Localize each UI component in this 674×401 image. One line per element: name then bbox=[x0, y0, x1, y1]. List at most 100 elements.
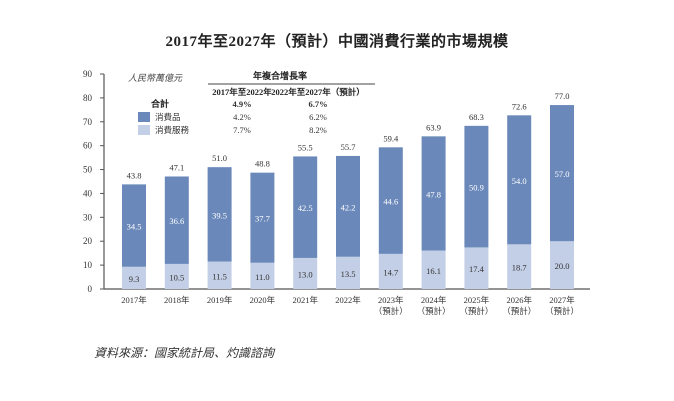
data-label-services: 9.3 bbox=[129, 274, 140, 284]
data-label-total: 47.1 bbox=[169, 162, 184, 172]
y-tick-label: 70 bbox=[83, 117, 93, 127]
data-label-total: 43.8 bbox=[127, 170, 142, 180]
x-tick-label: 2026年 bbox=[506, 295, 532, 305]
bar-segment-services bbox=[250, 262, 275, 289]
y-tick-label: 30 bbox=[83, 212, 93, 222]
cagr-column-header: 2022年至2027年（預計） bbox=[271, 87, 365, 97]
bar-segment-services bbox=[293, 257, 318, 289]
data-label-total: 55.7 bbox=[341, 142, 356, 152]
data-label-goods: 50.9 bbox=[469, 183, 484, 193]
bar-segment-services bbox=[421, 250, 446, 289]
cagr-value: 6.7% bbox=[308, 99, 327, 109]
bar-segment-services bbox=[378, 253, 403, 289]
y-tick-label: 10 bbox=[83, 260, 93, 270]
bar-segment-goods bbox=[464, 125, 489, 248]
data-label-goods: 37.7 bbox=[255, 214, 270, 224]
bar-segment-goods bbox=[421, 136, 446, 251]
bar-segment-goods bbox=[336, 155, 360, 257]
data-label-goods: 42.5 bbox=[298, 203, 313, 213]
source-note: 資料來源：國家統計局、灼識諮詢 bbox=[94, 346, 275, 360]
data-label-goods: 34.5 bbox=[127, 222, 142, 232]
bar-segment-goods bbox=[550, 105, 574, 242]
x-tick-label: 2021年 bbox=[292, 295, 318, 305]
cagr-value: 8.2% bbox=[309, 125, 327, 135]
data-label-goods: 36.6 bbox=[169, 216, 184, 226]
y-tick-label: 80 bbox=[83, 93, 93, 103]
data-label-total: 77.0 bbox=[555, 91, 570, 101]
legend-label-total: 合計 bbox=[151, 98, 169, 109]
x-tick-note: （預計） bbox=[545, 306, 579, 316]
legend-swatch bbox=[138, 125, 150, 135]
y-axis-unit-label: 人民幣萬億元 bbox=[128, 73, 183, 83]
cagr-column-header: 2017年至2022年 bbox=[212, 87, 272, 97]
data-label-services: 18.7 bbox=[512, 263, 527, 273]
data-label-services: 11.0 bbox=[255, 272, 270, 282]
data-label-services: 10.5 bbox=[169, 272, 184, 282]
x-tick-label: 2023年 bbox=[378, 295, 404, 305]
bar-segment-goods bbox=[293, 156, 318, 258]
bar-segment-services bbox=[122, 266, 146, 289]
data-label-goods: 42.2 bbox=[341, 202, 356, 212]
cagr-value: 6.2% bbox=[309, 112, 327, 122]
data-label-goods: 44.6 bbox=[383, 197, 398, 207]
x-tick-label: 2018年 bbox=[164, 295, 190, 305]
cagr-value: 7.7% bbox=[233, 125, 251, 135]
y-tick-label: 0 bbox=[88, 284, 93, 294]
bar-segment-services bbox=[507, 244, 532, 289]
y-tick-label: 40 bbox=[83, 188, 93, 198]
legend-label: 消費品 bbox=[155, 112, 181, 122]
x-tick-label: 2022年 bbox=[335, 295, 361, 305]
data-label-total: 51.0 bbox=[212, 153, 227, 163]
legend-swatch bbox=[138, 112, 150, 122]
x-tick-label: 2020年 bbox=[250, 295, 276, 305]
bar-segment-services bbox=[207, 261, 232, 289]
data-label-total: 72.6 bbox=[512, 101, 527, 111]
data-label-total: 68.3 bbox=[469, 112, 484, 122]
data-label-services: 16.1 bbox=[426, 266, 441, 276]
x-tick-label: 2024年 bbox=[421, 295, 447, 305]
data-label-goods: 39.5 bbox=[212, 210, 227, 220]
x-tick-note: （預計） bbox=[459, 306, 493, 316]
x-tick-label: 2019年 bbox=[207, 295, 233, 305]
bars: 9.3 34.5 43.8 2017年 10.5 36.6 47.1 2018年 11.5 39.… bbox=[121, 91, 579, 316]
bar-segment-goods bbox=[250, 172, 275, 263]
data-label-services: 11.5 bbox=[212, 271, 227, 281]
data-label-goods: 47.8 bbox=[426, 189, 441, 199]
bar-segment-services bbox=[164, 263, 189, 289]
bar-segment-goods bbox=[207, 167, 232, 262]
legend-label: 消費服務 bbox=[155, 125, 190, 135]
x-tick-note: （預計） bbox=[417, 306, 451, 316]
cagr-value: 4.9% bbox=[232, 99, 251, 109]
data-label-goods: 54.0 bbox=[512, 176, 527, 186]
cagr-header: 年複合增長率 bbox=[253, 70, 307, 81]
cagr-value: 4.2% bbox=[233, 112, 251, 122]
data-label-services: 13.0 bbox=[298, 269, 313, 279]
data-label-services: 13.5 bbox=[341, 269, 356, 279]
data-label-services: 14.7 bbox=[383, 267, 398, 277]
data-label-total: 59.4 bbox=[383, 133, 399, 143]
bar-segment-goods bbox=[122, 184, 146, 267]
data-label-total: 55.5 bbox=[298, 142, 313, 152]
data-label-total: 63.9 bbox=[426, 122, 441, 132]
legend: 年複合增長率 2017年至2022年 2022年至2027年（預計） 合計 4.9% 6.… bbox=[138, 70, 375, 135]
bar-segment-goods bbox=[378, 147, 403, 254]
data-label-services: 17.4 bbox=[469, 264, 485, 274]
data-label-total: 48.8 bbox=[255, 159, 270, 169]
x-tick-label: 2017年 bbox=[121, 295, 147, 305]
y-tick-label: 90 bbox=[83, 69, 93, 79]
bar-segment-services bbox=[464, 247, 489, 289]
bar-segment-services bbox=[336, 256, 360, 289]
x-tick-note: （預計） bbox=[374, 306, 408, 316]
x-tick-label: 2025年 bbox=[464, 295, 490, 305]
bar-segment-services bbox=[550, 241, 574, 289]
data-label-goods: 57.0 bbox=[555, 169, 570, 179]
y-tick-label: 60 bbox=[83, 141, 93, 151]
bar-segment-goods bbox=[507, 115, 532, 245]
bar-segment-goods bbox=[164, 176, 189, 264]
chart-title: 2017年至2027年（預計）中國消費行業的市場規模 bbox=[165, 34, 509, 50]
y-tick-label: 50 bbox=[83, 165, 93, 175]
x-tick-label: 2027年 bbox=[549, 295, 575, 305]
data-label-services: 20.0 bbox=[555, 261, 570, 271]
y-tick-label: 20 bbox=[83, 236, 93, 246]
